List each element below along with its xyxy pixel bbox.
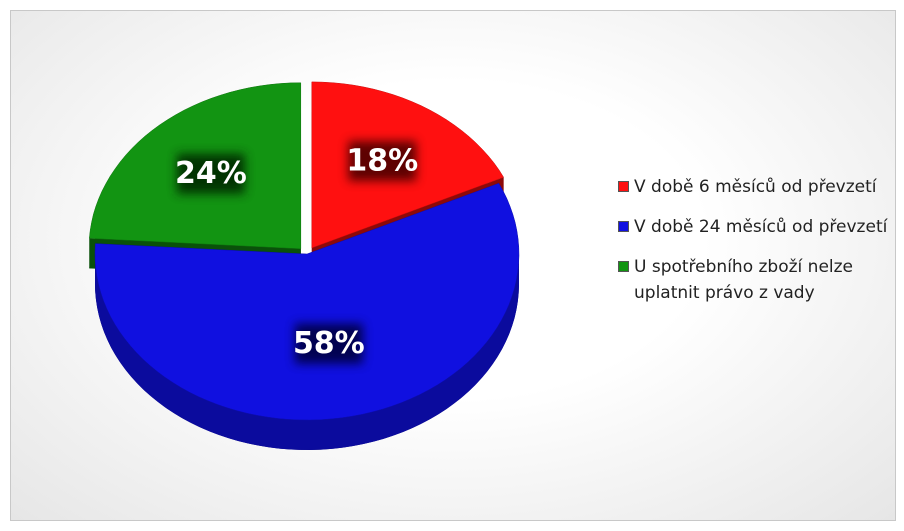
label-shadow bbox=[176, 153, 245, 194]
legend-entry: V době 6 měsíců od převzetí bbox=[616, 174, 888, 200]
legend-label: V době 6 měsíců od převzetí bbox=[634, 177, 877, 197]
legend-swatch bbox=[618, 221, 629, 232]
legend: V době 6 měsíců od převzetí V době 24 měs… bbox=[616, 174, 888, 320]
label-shadow bbox=[294, 323, 363, 364]
legend-label: V době 24 měsíců od převzetí bbox=[634, 217, 888, 237]
data-label: 58% bbox=[293, 326, 365, 361]
legend-entry: U spotřebního zboží nelze uplatnit právo… bbox=[616, 254, 888, 306]
legend-entry: V době 24 měsíců od převzetí bbox=[616, 214, 888, 240]
slice-rim bbox=[95, 254, 519, 450]
legend-swatch bbox=[618, 181, 629, 192]
label-shadow bbox=[348, 141, 417, 182]
data-label: 24% bbox=[175, 156, 247, 191]
slice bbox=[94, 182, 520, 421]
legend-label: U spotřebního zboží nelze uplatnit právo… bbox=[634, 257, 854, 303]
data-label: 18% bbox=[346, 144, 418, 179]
legend-swatch bbox=[618, 261, 629, 272]
